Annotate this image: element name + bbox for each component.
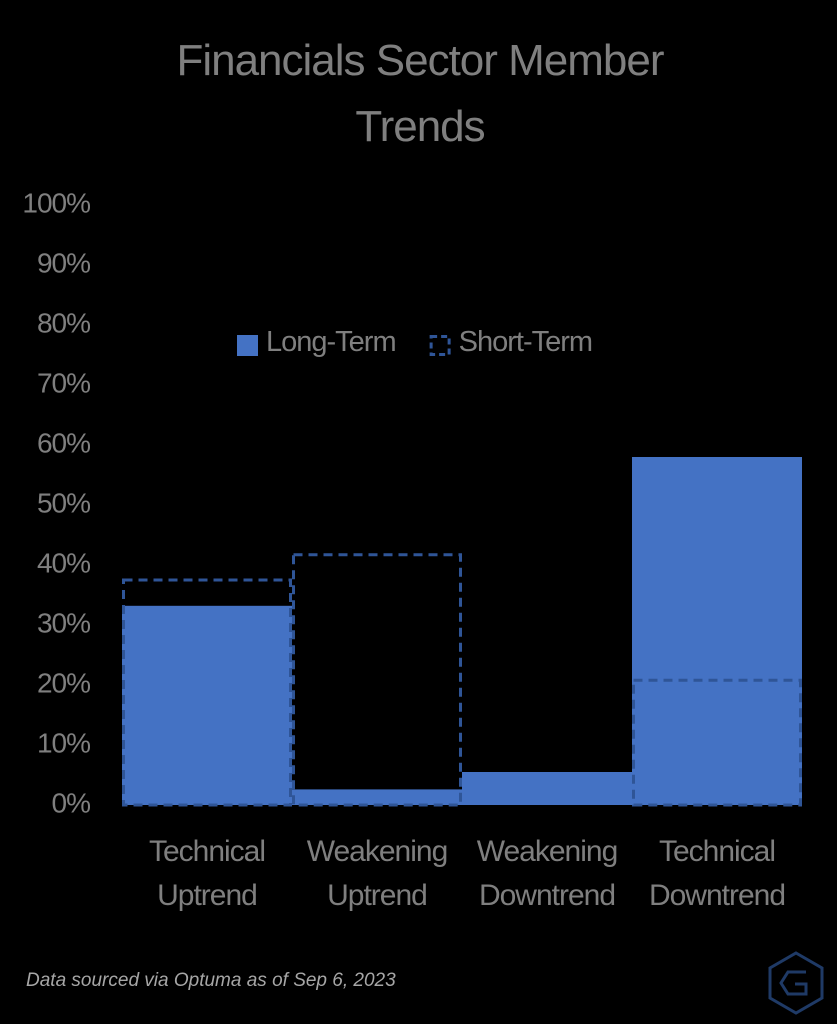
y-tick-label: 80% xyxy=(37,307,90,338)
y-tick-label: 10% xyxy=(37,727,90,758)
y-tick-label: 0% xyxy=(52,787,91,818)
x-tick-label: Weakening Downtrend xyxy=(476,835,619,912)
y-tick-label: 30% xyxy=(37,607,90,638)
y-tick-label: 70% xyxy=(37,367,90,398)
bar xyxy=(632,457,802,805)
y-tick-label: 50% xyxy=(37,487,90,518)
legend-label: Short-Term xyxy=(458,326,593,358)
bar-outline xyxy=(632,678,802,807)
bar-outline xyxy=(122,578,292,807)
bar xyxy=(462,772,632,805)
bar xyxy=(122,605,292,805)
legend-label: Long-Term xyxy=(266,326,397,358)
x-tick-label: Weakening Uptrend xyxy=(306,835,449,912)
bar xyxy=(292,789,462,805)
y-tick-label: 100% xyxy=(22,187,90,218)
logo xyxy=(768,951,824,1015)
y-tick-label: 90% xyxy=(37,247,90,278)
legend-swatch xyxy=(237,335,258,356)
legend-swatch xyxy=(429,335,451,356)
bar-outline xyxy=(292,553,462,807)
chart-title: Financials Sector Member Trends xyxy=(176,36,664,151)
y-tick-label: 60% xyxy=(37,427,90,458)
source-note: Data sourced via Optuma as of Sep 6, 202… xyxy=(26,970,396,991)
y-tick-label: 20% xyxy=(37,667,90,698)
x-tick-label: Technical Uptrend xyxy=(148,835,266,912)
y-tick-label: 40% xyxy=(37,547,90,578)
x-tick-label: Technical Downtrend xyxy=(648,835,786,912)
